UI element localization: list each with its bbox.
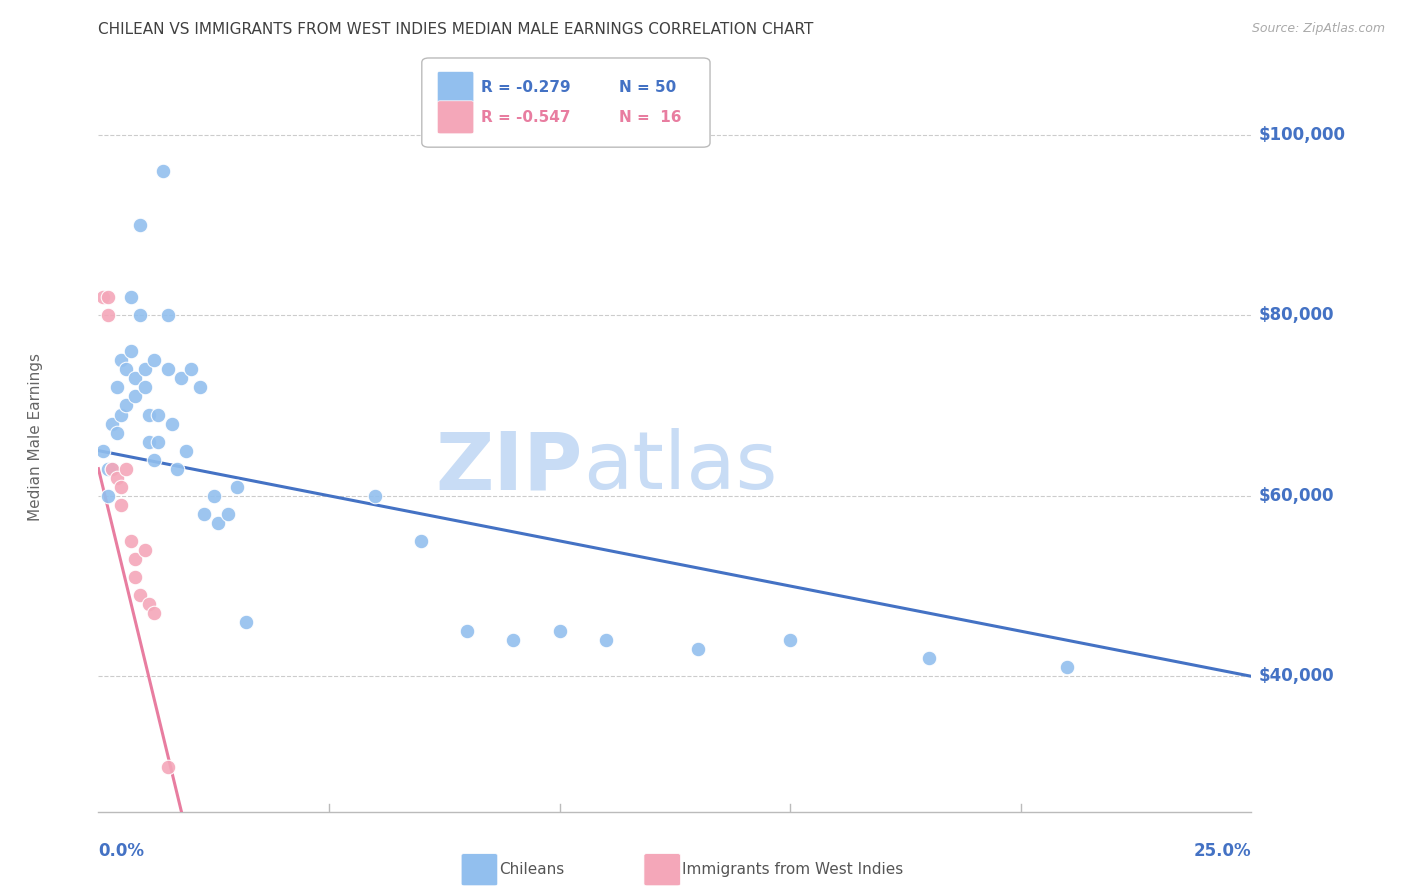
Text: Immigrants from West Indies: Immigrants from West Indies [682, 863, 903, 877]
Point [779, 633, 801, 648]
Point [105, 425, 128, 440]
Text: Chileans: Chileans [499, 863, 564, 877]
Text: N =  16: N = 16 [619, 110, 681, 125]
Point [110, 408, 132, 422]
Point [129, 218, 152, 232]
Point [686, 642, 709, 657]
Point [156, 362, 179, 376]
Text: $40,000: $40,000 [1258, 667, 1334, 685]
Point [166, 461, 188, 475]
Point [595, 633, 617, 648]
Point [142, 606, 165, 620]
Point [101, 461, 124, 475]
Point [97, 489, 120, 503]
Point [142, 353, 165, 368]
Text: CHILEAN VS IMMIGRANTS FROM WEST INDIES MEDIAN MALE EARNINGS CORRELATION CHART: CHILEAN VS IMMIGRANTS FROM WEST INDIES M… [98, 22, 814, 37]
Text: $60,000: $60,000 [1258, 487, 1334, 505]
Point [105, 471, 128, 485]
Point [101, 461, 124, 475]
Text: Median Male Earnings: Median Male Earnings [28, 353, 42, 521]
Point [138, 597, 160, 611]
Point [120, 344, 142, 359]
Point [105, 380, 128, 394]
Point [202, 489, 225, 503]
Point [193, 507, 215, 521]
Point [917, 651, 939, 665]
Point [110, 480, 132, 494]
Point [129, 308, 152, 322]
Point [101, 417, 124, 431]
Point [115, 362, 138, 376]
Text: $80,000: $80,000 [1258, 306, 1334, 324]
Point [364, 489, 387, 503]
Point [97, 290, 120, 304]
Point [1056, 660, 1078, 674]
Point [124, 371, 146, 385]
Point [148, 434, 170, 449]
Point [115, 399, 138, 413]
Point [235, 615, 257, 629]
Point [225, 480, 247, 494]
Text: 0.0%: 0.0% [98, 842, 145, 860]
Point [129, 588, 152, 602]
Point [174, 443, 197, 458]
Point [188, 380, 211, 394]
Point [134, 362, 156, 376]
Point [156, 759, 179, 773]
Point [217, 507, 239, 521]
Point [142, 452, 165, 467]
Point [120, 290, 142, 304]
Point [120, 533, 142, 548]
Point [124, 389, 146, 403]
Point [97, 461, 120, 475]
Point [134, 543, 156, 558]
Point [411, 533, 433, 548]
Point [156, 308, 179, 322]
Text: atlas: atlas [582, 428, 778, 506]
Point [180, 362, 202, 376]
Point [548, 624, 571, 639]
Point [134, 380, 156, 394]
Point [110, 498, 132, 512]
Text: $100,000: $100,000 [1258, 126, 1346, 144]
Point [115, 461, 138, 475]
Text: ZIP: ZIP [436, 428, 582, 506]
Point [160, 417, 183, 431]
Text: Source: ZipAtlas.com: Source: ZipAtlas.com [1251, 22, 1385, 36]
Point [97, 308, 120, 322]
Point [170, 371, 193, 385]
Point [138, 408, 160, 422]
Point [456, 624, 478, 639]
Text: R = -0.279: R = -0.279 [481, 80, 571, 95]
Point [124, 552, 146, 566]
Text: 25.0%: 25.0% [1194, 842, 1251, 860]
Point [207, 516, 229, 530]
Point [110, 353, 132, 368]
Text: R = -0.547: R = -0.547 [481, 110, 571, 125]
Text: N = 50: N = 50 [619, 80, 676, 95]
Point [138, 434, 160, 449]
Point [148, 408, 170, 422]
Point [124, 570, 146, 584]
Point [502, 633, 524, 648]
Point [152, 163, 174, 178]
Point [91, 290, 114, 304]
Point [91, 443, 114, 458]
